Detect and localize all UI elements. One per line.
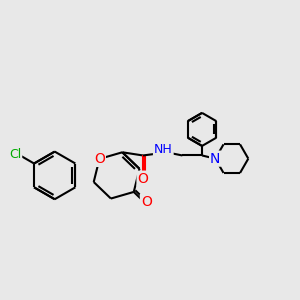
Text: N: N [210, 152, 220, 166]
Text: O: O [137, 172, 148, 186]
Text: NH: NH [154, 142, 173, 156]
Text: Cl: Cl [9, 148, 21, 161]
Text: O: O [141, 194, 152, 208]
Text: O: O [94, 152, 105, 166]
